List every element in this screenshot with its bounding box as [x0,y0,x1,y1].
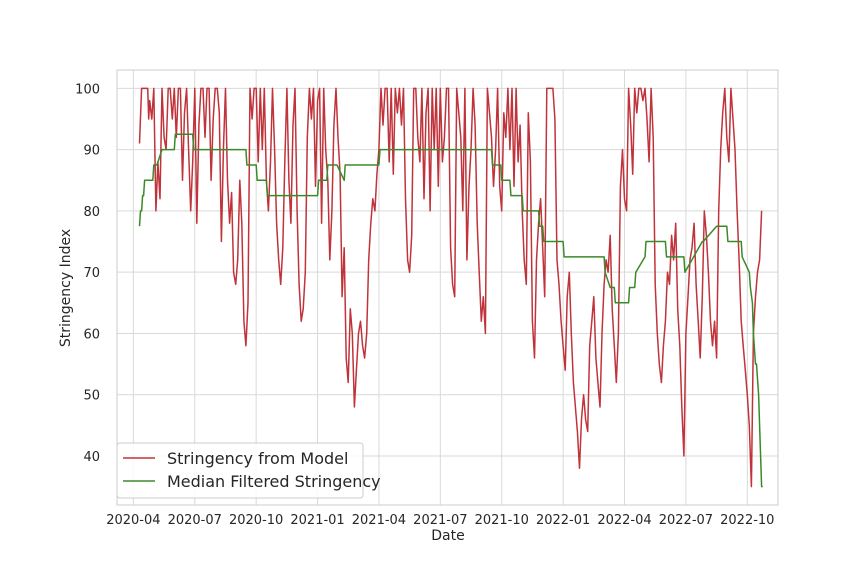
x-tick-label: 2021-07 [413,513,467,528]
x-tick-label: 2022-01 [536,513,590,528]
legend: Stringency from Model Median Filtered St… [117,443,381,498]
y-tick-label: 80 [83,205,100,220]
y-axis-label: Stringency Index [58,229,74,347]
x-tick-labels: 2020-04 2020-07 2020-10 2021-01 2021-04 2021-… [106,513,774,528]
y-tick-label: 90 [83,144,100,159]
y-tick-label: 40 [83,450,100,465]
y-tick-label: 60 [83,327,100,342]
legend-label-median: Median Filtered Stringency [167,472,381,491]
x-tick-label: 2021-04 [352,513,406,528]
legend-label-model: Stringency from Model [167,449,348,468]
x-tick-label: 2020-04 [106,513,160,528]
y-tick-label: 70 [83,266,100,281]
grid [117,70,778,505]
y-tick-label: 50 [83,389,100,404]
x-tick-label: 2021-01 [290,513,344,528]
y-tick-labels: 40 50 60 70 80 90 100 [75,82,100,465]
plot-background [117,70,778,505]
x-tick-label: 2020-10 [229,513,283,528]
x-tick-label: 2022-07 [659,513,713,528]
x-tick-label: 2022-04 [597,513,651,528]
x-axis-label: Date [431,528,464,544]
x-tick-label: 2021-10 [475,513,529,528]
x-tick-label: 2022-10 [720,513,774,528]
y-tick-label: 100 [75,82,100,97]
x-tick-label: 2020-07 [168,513,222,528]
